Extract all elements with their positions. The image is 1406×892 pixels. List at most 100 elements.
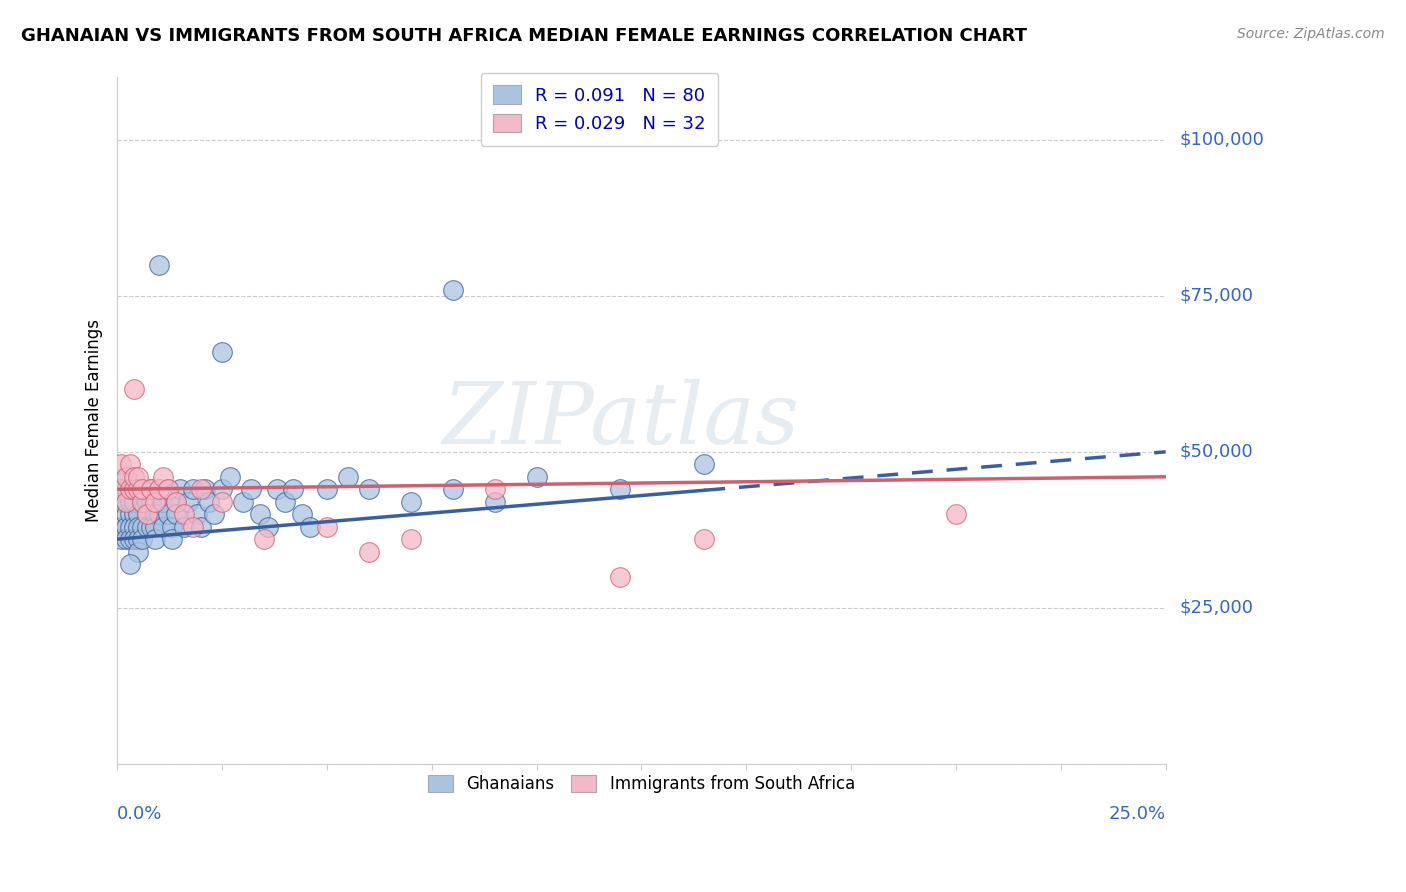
Point — [139, 494, 162, 508]
Text: GHANAIAN VS IMMIGRANTS FROM SOUTH AFRICA MEDIAN FEMALE EARNINGS CORRELATION CHAR: GHANAIAN VS IMMIGRANTS FROM SOUTH AFRICA… — [21, 27, 1028, 45]
Point — [156, 483, 179, 497]
Point — [160, 532, 183, 546]
Point — [148, 258, 170, 272]
Text: $50,000: $50,000 — [1180, 442, 1253, 461]
Point — [143, 532, 166, 546]
Point — [165, 507, 187, 521]
Point — [127, 483, 149, 497]
Point — [399, 532, 422, 546]
Point — [114, 519, 136, 533]
Point — [122, 532, 145, 546]
Point — [399, 494, 422, 508]
Point — [484, 494, 506, 508]
Point — [110, 483, 132, 497]
Point — [122, 483, 145, 497]
Point — [357, 483, 380, 497]
Point — [945, 507, 967, 521]
Point — [118, 507, 141, 521]
Point — [131, 483, 153, 497]
Point — [127, 532, 149, 546]
Point — [122, 470, 145, 484]
Text: $75,000: $75,000 — [1180, 287, 1254, 305]
Text: 25.0%: 25.0% — [1108, 805, 1166, 823]
Text: $100,000: $100,000 — [1180, 131, 1264, 149]
Point — [693, 532, 716, 546]
Point — [118, 519, 141, 533]
Point — [181, 519, 204, 533]
Point — [266, 483, 288, 497]
Point — [131, 532, 153, 546]
Point — [118, 483, 141, 497]
Point — [114, 532, 136, 546]
Point — [122, 483, 145, 497]
Point — [173, 519, 195, 533]
Point — [110, 458, 132, 472]
Point — [357, 544, 380, 558]
Point — [249, 507, 271, 521]
Point — [336, 470, 359, 484]
Point — [484, 483, 506, 497]
Point — [114, 507, 136, 521]
Point — [165, 494, 187, 508]
Point — [143, 507, 166, 521]
Point — [118, 532, 141, 546]
Point — [118, 458, 141, 472]
Point — [135, 519, 157, 533]
Point — [283, 483, 305, 497]
Point — [131, 519, 153, 533]
Point — [118, 483, 141, 497]
Point — [211, 483, 233, 497]
Text: $25,000: $25,000 — [1180, 599, 1254, 617]
Point — [114, 483, 136, 497]
Point — [219, 470, 242, 484]
Point — [148, 483, 170, 497]
Point — [148, 483, 170, 497]
Point — [114, 470, 136, 484]
Point — [135, 507, 157, 521]
Point — [190, 519, 212, 533]
Point — [139, 519, 162, 533]
Point — [118, 557, 141, 571]
Point — [211, 494, 233, 508]
Point — [526, 470, 548, 484]
Point — [143, 519, 166, 533]
Point — [240, 483, 263, 497]
Point — [152, 494, 174, 508]
Point — [148, 507, 170, 521]
Point — [693, 458, 716, 472]
Point — [139, 483, 162, 497]
Point — [152, 519, 174, 533]
Point — [609, 483, 631, 497]
Point — [609, 569, 631, 583]
Legend: Ghanaians, Immigrants from South Africa: Ghanaians, Immigrants from South Africa — [422, 769, 862, 800]
Point — [441, 483, 464, 497]
Point — [143, 494, 166, 508]
Point — [127, 470, 149, 484]
Point — [131, 494, 153, 508]
Point — [122, 383, 145, 397]
Point — [118, 494, 141, 508]
Point — [135, 507, 157, 521]
Point — [274, 494, 297, 508]
Point — [122, 507, 145, 521]
Point — [114, 470, 136, 484]
Point — [186, 507, 208, 521]
Point — [315, 483, 337, 497]
Point — [190, 483, 212, 497]
Point — [160, 519, 183, 533]
Point — [110, 532, 132, 546]
Text: 0.0%: 0.0% — [117, 805, 163, 823]
Point — [135, 494, 157, 508]
Point — [122, 494, 145, 508]
Point — [165, 494, 187, 508]
Point — [131, 494, 153, 508]
Point — [156, 507, 179, 521]
Point — [198, 494, 221, 508]
Text: ZIPatlas: ZIPatlas — [441, 379, 799, 462]
Point — [299, 519, 322, 533]
Point — [127, 519, 149, 533]
Point — [114, 494, 136, 508]
Point — [156, 483, 179, 497]
Point — [127, 544, 149, 558]
Point — [202, 507, 225, 521]
